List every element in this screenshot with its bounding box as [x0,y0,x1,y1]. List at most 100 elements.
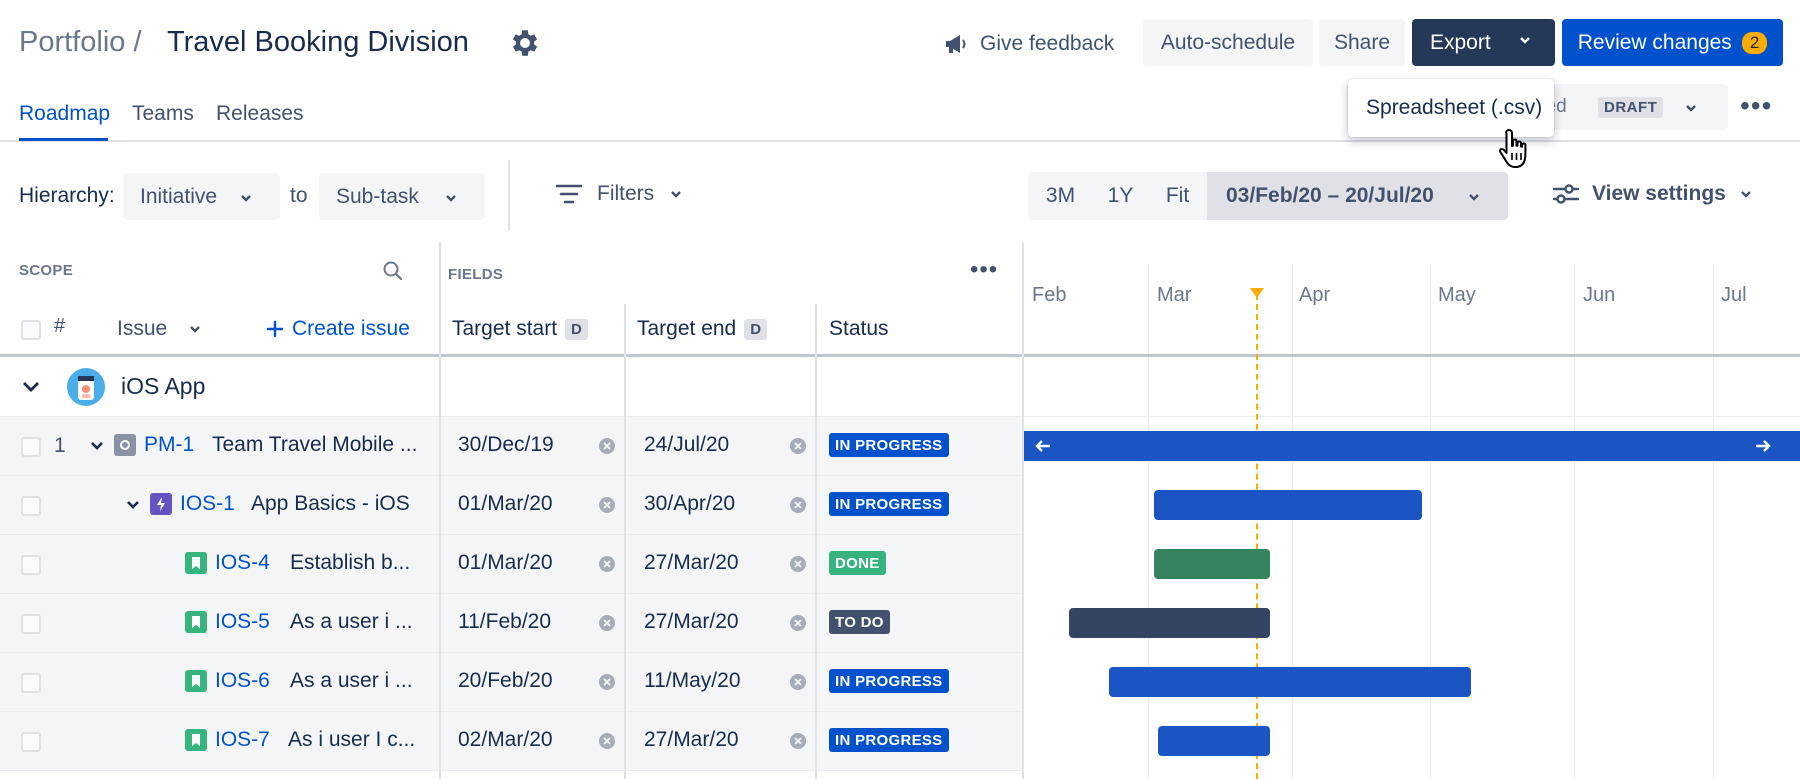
clear-icon[interactable] [789,732,807,750]
search-icon[interactable] [382,260,404,282]
timeline-bar[interactable] [1108,667,1471,697]
date-range-select[interactable]: 03/Feb/20 – 20/Jul/20 [1207,172,1508,220]
issue-summary: As a user i ... [290,610,413,633]
month-label: Jul [1721,284,1747,306]
gear-icon[interactable] [508,26,542,60]
chevron-down-icon[interactable] [89,439,105,453]
issue-summary: App Basics - iOS [251,492,410,515]
review-changes-button[interactable]: Review changes 2 [1562,19,1783,66]
column-divider [624,304,626,779]
row-checkbox[interactable] [21,437,41,457]
clear-icon[interactable] [789,555,807,573]
chevron-down-icon[interactable] [21,379,41,395]
clear-icon[interactable] [789,673,807,691]
share-button[interactable]: Share [1319,19,1405,66]
timeline-bar[interactable] [1024,431,1800,461]
auto-schedule-button[interactable]: Auto-schedule [1143,19,1313,66]
clear-icon[interactable] [598,673,616,691]
issue-key-link[interactable]: IOS-4 [215,551,270,574]
row-number: 1 [54,434,66,457]
clear-icon[interactable] [598,555,616,573]
tab-releases[interactable]: Releases [216,102,304,125]
target-end-value[interactable]: 27/Mar/20 [644,551,739,574]
give-feedback-link[interactable]: Give feedback [944,26,1114,62]
clear-icon[interactable] [789,614,807,632]
tab-roadmap[interactable]: Roadmap [19,102,111,125]
range-3m-button[interactable]: 3M [1028,172,1093,220]
clear-icon[interactable] [598,614,616,632]
changes-count-badge: 2 [1741,31,1768,54]
clear-icon[interactable] [598,496,616,514]
today-marker [1250,288,1264,298]
month-label: Jun [1583,284,1616,306]
breadcrumb[interactable]: Portfolio / [19,26,142,58]
target-end-value[interactable]: 11/May/20 [644,669,741,692]
more-options-icon[interactable]: ••• [1740,90,1773,121]
target-start-value[interactable]: 30/Dec/19 [458,433,554,456]
row-checkbox[interactable] [21,732,41,752]
issue-key-link[interactable]: PM-1 [144,433,195,456]
issue-key-link[interactable]: IOS-7 [215,728,270,751]
hierarchy-to-select[interactable]: Sub-task [319,173,485,220]
target-start-value[interactable]: 01/Mar/20 [458,551,553,574]
timeline-bar[interactable] [1153,549,1270,579]
export-csv-option[interactable]: Spreadsheet (.csv) [1366,96,1543,119]
target-end-value[interactable]: 27/Mar/20 [644,728,739,751]
timeline-bar[interactable] [1068,608,1270,638]
chevron-down-icon [1520,37,1530,44]
issue-key-link[interactable]: IOS-6 [215,669,270,692]
target-start-value[interactable]: 02/Mar/20 [458,728,553,751]
target-start-value[interactable]: 01/Mar/20 [458,492,553,515]
hierarchy-from-value: Initiative [140,184,218,208]
row-checkbox[interactable] [21,555,41,575]
range-fit-button[interactable]: Fit [1148,172,1207,220]
view-settings-button[interactable]: View settings [1552,182,1754,206]
table-row[interactable]: IOS-1 App Basics - iOS 01/Mar/20 30/Apr/20 I… [0,476,1800,535]
target-start-header[interactable]: Target start D [452,317,588,341]
clear-icon[interactable] [598,732,616,750]
target-start-value[interactable]: 20/Feb/20 [458,669,553,692]
row-checkbox[interactable] [21,673,41,693]
sliders-icon [1552,184,1580,204]
issue-key-link[interactable]: IOS-1 [180,492,235,515]
today-line [1256,294,1258,779]
select-all-checkbox[interactable] [21,320,41,340]
range-1y-button[interactable]: 1Y [1093,172,1148,220]
target-end-value[interactable]: 27/Mar/20 [644,610,739,633]
target-end-value[interactable]: 24/Jul/20 [644,433,730,456]
filters-label: Filters [597,182,655,205]
filters-button[interactable]: Filters [555,182,684,206]
month-gridline [1430,264,1431,779]
status-header[interactable]: Status [829,317,889,341]
create-issue-button[interactable]: Create issue [266,317,410,341]
plus-icon [266,320,284,338]
table-row[interactable]: IOS-7 As i user I c... 02/Mar/20 27/Mar/20 I… [0,712,1800,771]
target-end-header[interactable]: Target end D [637,317,768,341]
table-row[interactable]: IOS-5 As a user i ... 11/Feb/20 27/Mar/20 TO… [0,594,1800,653]
table-row[interactable]: IOS-4 Establish b... 01/Mar/20 27/Mar/20 DON… [0,535,1800,594]
issue-header[interactable]: Issue [117,317,203,341]
clear-icon[interactable] [789,437,807,455]
target-start-value[interactable]: 11/Feb/20 [458,610,552,633]
clear-icon[interactable] [789,496,807,514]
issue-key-link[interactable]: IOS-5 [215,610,270,633]
timeline-bar[interactable] [1153,490,1422,520]
timeline-bar[interactable] [1158,726,1270,756]
status-label: Status [829,317,889,340]
filter-icon [555,184,583,204]
hash-header: # [54,315,66,337]
group-row[interactable]: iOS App [0,357,1800,417]
table-row[interactable]: 1 PM-1 Team Travel Mobile ... 30/Dec/19 24/J… [0,417,1800,476]
clear-icon[interactable] [598,437,616,455]
row-checkbox[interactable] [21,496,41,516]
tab-teams[interactable]: Teams [132,102,194,125]
row-checkbox[interactable] [21,614,41,634]
export-menu: Spreadsheet (.csv) [1348,79,1554,137]
chevron-down-icon[interactable] [125,498,141,512]
story-icon [185,729,207,751]
fields-more-icon[interactable]: ••• [970,256,999,283]
table-row[interactable]: IOS-6 As a user i ... 20/Feb/20 11/May/20 IN… [0,653,1800,712]
target-end-value[interactable]: 30/Apr/20 [644,492,736,515]
export-button[interactable]: Export [1412,19,1555,66]
hierarchy-from-select[interactable]: Initiative [123,173,280,220]
